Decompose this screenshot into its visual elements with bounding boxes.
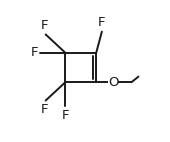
- Text: F: F: [40, 19, 48, 32]
- Text: F: F: [98, 16, 106, 29]
- Text: F: F: [62, 109, 69, 122]
- Text: F: F: [40, 103, 48, 116]
- Text: O: O: [108, 76, 118, 89]
- Text: F: F: [30, 46, 38, 59]
